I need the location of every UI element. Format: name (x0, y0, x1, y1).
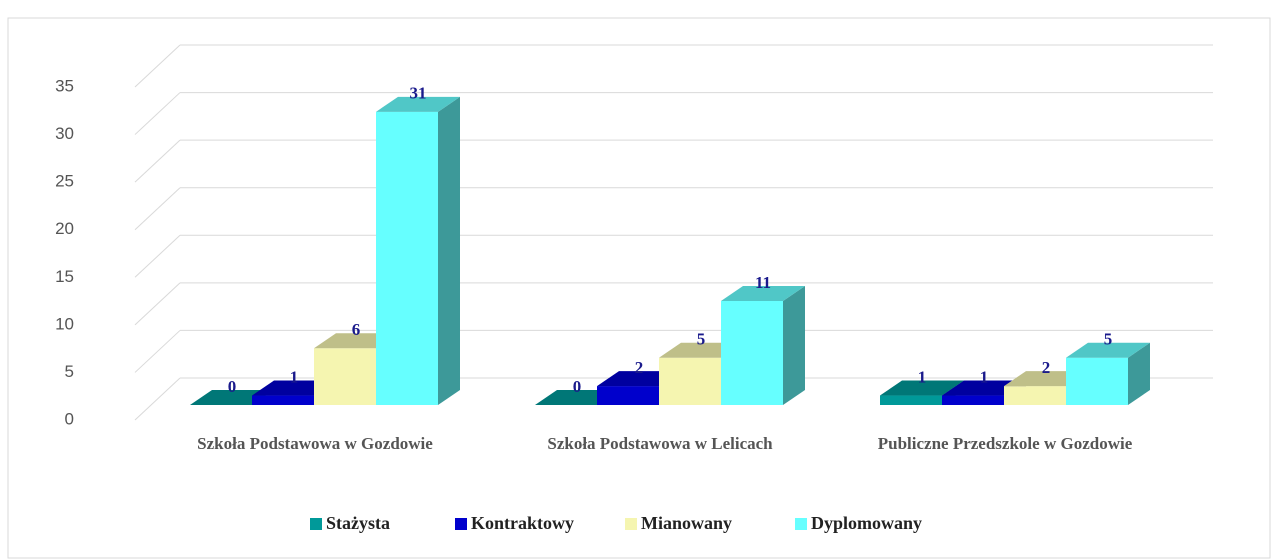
data-label: 1 (980, 367, 989, 386)
grid-line-side (134, 330, 181, 373)
y-tick-label: 10 (55, 314, 74, 333)
legend-label: Stażysta (326, 513, 390, 533)
y-tick-label: 5 (65, 362, 74, 381)
data-label: 6 (352, 320, 361, 339)
legend-swatch (455, 518, 467, 530)
grid-line-side (134, 44, 181, 88)
bar-side (1128, 342, 1150, 405)
y-tick-label: 30 (55, 124, 74, 143)
bar-front (880, 395, 942, 405)
bar-top (721, 285, 805, 301)
legend-swatch (795, 518, 807, 530)
bar-front (376, 111, 438, 405)
data-label: 2 (1042, 358, 1051, 377)
legend-label: Mianowany (641, 513, 732, 533)
bar-front (597, 386, 659, 405)
data-label: 5 (1104, 330, 1113, 349)
grid-line-side (134, 234, 181, 278)
bar-top (1066, 342, 1150, 358)
data-label: 0 (573, 377, 582, 396)
grid-line-side (134, 187, 181, 231)
legend-swatch (310, 518, 322, 530)
grid-line-side (134, 139, 181, 183)
chart-frame (7, 17, 1271, 559)
bar-front (721, 300, 783, 405)
bar (721, 285, 805, 405)
legend-swatch (625, 518, 637, 530)
y-tick-label: 15 (55, 267, 74, 286)
x-tick-label-box: Szkoła Podstawowa w Lelicach (547, 434, 773, 453)
data-label: 31 (410, 84, 427, 103)
data-label: 2 (635, 358, 644, 377)
legend-label: Kontraktowy (471, 513, 574, 533)
bar-front (942, 395, 1004, 405)
x-tick-label: Publiczne Przedszkole w Gozdowie (877, 434, 1133, 453)
y-tick-label: 0 (65, 409, 74, 428)
bar-front (1066, 357, 1128, 405)
bar-side (438, 96, 460, 405)
data-label: 5 (697, 330, 706, 349)
x-tick-label: Szkoła Podstawowa w Gozdowie (197, 434, 433, 453)
x-tick-label-box: Publiczne Przedszkole w Gozdowie (877, 434, 1133, 453)
bar (1066, 342, 1150, 405)
data-label: 0 (228, 377, 237, 396)
grid-line-side (134, 377, 181, 421)
bar-front (252, 395, 314, 405)
y-tick-label: 20 (55, 219, 74, 238)
bar-side (783, 285, 805, 405)
grid-line-side (134, 92, 181, 135)
grid-line-side (134, 282, 181, 326)
legend-label: Dyplomowany (811, 513, 922, 533)
bar (376, 96, 460, 405)
bar-top (376, 96, 460, 112)
bar-front (314, 348, 376, 405)
x-tick-label-box: Szkoła Podstawowa w Gozdowie (197, 434, 433, 453)
y-tick-label: 25 (55, 172, 74, 191)
x-tick-label: Szkoła Podstawowa w Lelicach (547, 434, 773, 453)
data-label: 11 (755, 273, 771, 292)
bar-front (659, 357, 721, 405)
data-label: 1 (290, 367, 299, 386)
bar-top (880, 380, 964, 396)
y-tick-label: 35 (55, 76, 74, 95)
data-label: 1 (918, 367, 927, 386)
bar-front (1004, 386, 1066, 405)
